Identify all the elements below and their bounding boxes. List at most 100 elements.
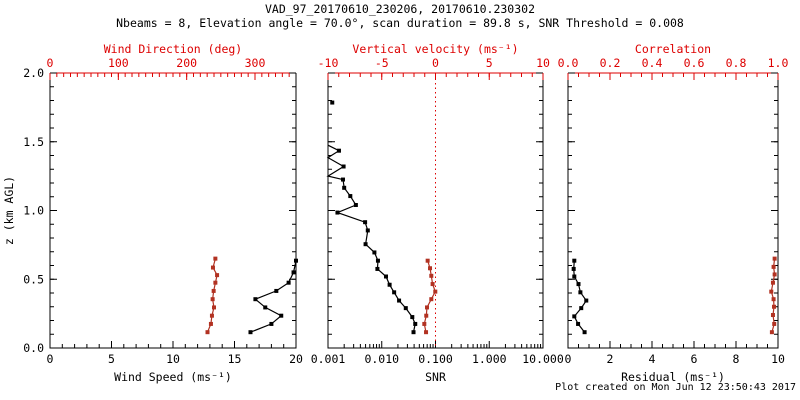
bottom-axis-tick-labels: 0.001 0.010 0.100 1.000 10.000 [311, 352, 564, 366]
wind-direction-marker [209, 313, 214, 318]
top-tick-label: 300 [245, 56, 266, 70]
top-tick-label: 0 [432, 56, 439, 70]
top-axis-title: Vertical velocity (ms⁻¹) [352, 42, 518, 56]
wind-direction-line [206, 258, 218, 333]
bottom-tick-label: 0.100 [418, 352, 453, 366]
y-tick-label: 0.5 [23, 272, 44, 286]
wind-speed-line [250, 260, 297, 333]
y-tick-label: 1.5 [23, 135, 44, 149]
vertical-velocity-marker [430, 282, 435, 287]
top-tick-label: -5 [375, 56, 389, 70]
correlation-marker [770, 280, 775, 285]
bottom-tick-label: 15 [228, 352, 242, 366]
bottom-tick-label: 1.000 [472, 352, 507, 366]
correlation-marker [769, 289, 774, 294]
series-correlation [769, 256, 777, 335]
series-snr-isolated-point [330, 100, 335, 105]
snr-marker [340, 177, 345, 182]
bottom-tick-label: 8 [733, 352, 740, 366]
wind-direction-marker [211, 288, 216, 293]
snr-marker [335, 210, 340, 215]
snr-marker [375, 258, 380, 263]
series-vertical-velocity [422, 258, 438, 335]
top-tick-label: 1.0 [768, 56, 789, 70]
wind-direction-marker [210, 297, 215, 302]
snr-marker [387, 282, 392, 287]
top-axis-ticks [327, 73, 544, 80]
residual-line [573, 260, 588, 333]
bottom-tick-label: 0.001 [311, 352, 346, 366]
bottom-tick-label: 0.010 [364, 352, 399, 366]
bottom-axis-title: Wind Speed (ms⁻¹) [114, 370, 232, 384]
vertical-velocity-marker [424, 330, 429, 335]
y-axis-ticks [328, 72, 543, 349]
snr-marker [348, 194, 353, 199]
top-axis-tick-labels: 0.0 0.2 0.4 0.6 0.8 1.0 [558, 56, 789, 70]
bottom-axis-ticks [49, 341, 297, 348]
wind-direction-marker [213, 280, 218, 285]
y-axis-ticks [50, 72, 296, 349]
plot-created-timestamp: Plot created on Mon Jun 12 23:50:43 2017 [555, 382, 796, 393]
correlation-marker [772, 304, 777, 309]
frame [567, 73, 779, 349]
wind-direction-marker [205, 330, 210, 335]
wind-speed-marker [274, 288, 279, 293]
residual-marker [584, 298, 589, 303]
bottom-tick-label: 0 [47, 352, 54, 366]
y-tick-label: 1.0 [23, 204, 44, 218]
bottom-tick-label: 0 [565, 352, 572, 366]
residual-marker [571, 266, 576, 271]
top-tick-label: 0.8 [726, 56, 747, 70]
bottom-tick-label: 4 [649, 352, 656, 366]
top-axis-tick-labels: -10 -5 0 5 10 [318, 56, 550, 70]
snr-marker [384, 274, 389, 279]
top-axis-title: Wind Direction (deg) [104, 42, 242, 56]
snr-marker [363, 220, 368, 225]
bottom-axis-tick-labels: 0 2 4 6 8 10 [565, 352, 785, 366]
vertical-velocity-marker [425, 258, 430, 263]
snr-marker [410, 315, 415, 320]
correlation-marker [772, 256, 777, 261]
residual-panel: 0.0 0.2 0.4 0.6 0.8 1.0 Correlation 0 2 4 6 8 10 Resi… [558, 42, 789, 384]
vertical-velocity-marker [429, 273, 434, 278]
top-axis-title: Correlation [635, 42, 711, 56]
wind-speed-marker [263, 305, 268, 310]
correlation-marker [772, 321, 777, 326]
top-axis-ticks [567, 73, 779, 80]
vertical-velocity-marker [429, 297, 434, 302]
top-tick-label: 0 [47, 56, 54, 70]
vertical-velocity-marker [425, 305, 430, 310]
wind-speed-marker [248, 330, 253, 335]
series-wind-speed [248, 258, 298, 335]
bottom-tick-label: 10.000 [522, 352, 564, 366]
snr-isolated-point-marker [330, 100, 335, 105]
wind-speed-marker [294, 258, 298, 263]
vertical-velocity-marker [424, 313, 429, 318]
snr-marker [397, 298, 402, 303]
plot-title: VAD_97_20170610_230206, 20170610.230302 [264, 2, 536, 16]
residual-marker [576, 321, 581, 326]
snr-marker [365, 228, 370, 233]
snr-line [326, 144, 416, 333]
bottom-axis-ticks [327, 341, 544, 348]
snr-marker [342, 185, 347, 190]
snr-marker [363, 242, 368, 247]
wind-direction-marker [212, 305, 216, 310]
snr-marker [403, 306, 408, 311]
wind-direction-marker [215, 273, 220, 278]
snr-marker [411, 330, 416, 335]
y-tick-label: 0.0 [23, 341, 44, 355]
residual-marker [572, 258, 577, 263]
wind-panel: 0.00.51.01.52.0z (km AGL)0 100 200 300Wind … [2, 42, 303, 384]
correlation-marker [771, 297, 776, 302]
wind-speed-marker [279, 313, 284, 318]
correlation-marker [771, 264, 776, 269]
vertical-velocity-line [423, 260, 436, 333]
frame [49, 73, 297, 349]
snr-marker [413, 321, 418, 326]
bottom-tick-label: 6 [691, 352, 698, 366]
bottom-axis-ticks [567, 341, 779, 348]
plot-subtitle: Nbeams = 8, Elevation angle = 70.0°, sca… [116, 16, 684, 30]
wind-direction-marker [208, 321, 213, 326]
